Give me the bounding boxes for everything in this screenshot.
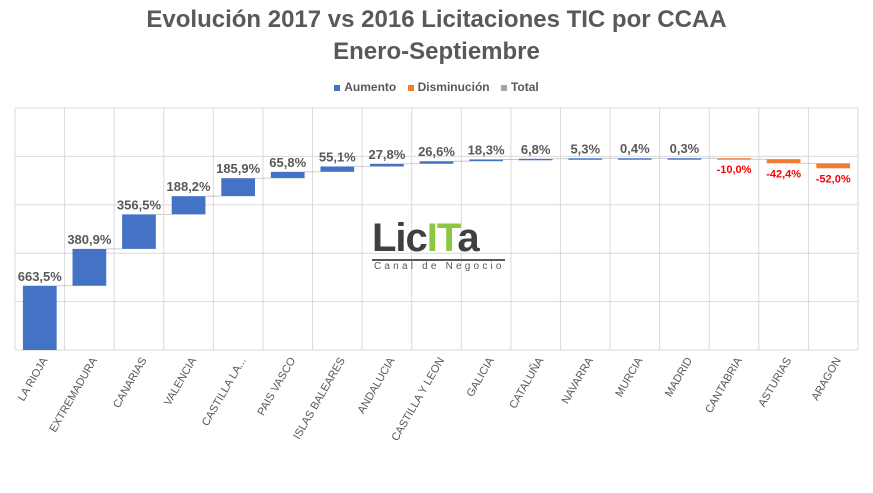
bar-andalucia [370,163,404,167]
x-tick-label: ARAGON [810,355,844,402]
x-tick-label: MADRID [663,355,695,399]
bar-aragon [816,163,851,169]
bar-catalu-a [518,158,553,161]
legend-swatch [407,84,414,91]
data-label: 0,3% [670,141,700,156]
x-tick-label: ASTURIAS [756,356,794,410]
legend: Aumento Disminución Total [0,80,873,94]
bar-asturias [766,159,801,164]
bar-castilla-la- [221,178,256,197]
legend-item-total: Total [500,80,539,94]
data-label: -42,4% [766,168,801,180]
legend-label: Aumento [344,80,397,94]
legend-label: Disminución [417,80,490,94]
x-tick-label: MURCIA [613,355,645,399]
bar-valencia [171,196,206,215]
x-tick-label: LA RIOJA [16,355,51,403]
x-tick-label: CATALUÑA [506,354,546,410]
data-label: 18,3% [468,142,505,157]
x-tick-label: ANDALUCIA [356,355,398,416]
bar-la-rioja [22,285,57,350]
x-tick-label: EXTREMADURA [47,355,100,435]
chart-title: Evolución 2017 vs 2016 Licitaciones TIC … [146,6,727,33]
bar-cantabria [717,158,751,160]
data-label: 185,9% [216,161,261,176]
x-tick-label: NAVARRA [560,355,596,406]
x-tick-label: CANTABRIA [703,355,745,415]
data-label: 65,8% [269,155,306,170]
x-tick-label: ISLAS BALEARES [291,356,348,442]
bar-canarias [122,214,156,249]
data-label: 27,8% [368,147,405,162]
x-tick-label: PAIS VASCO [255,355,298,418]
data-label: 380,9% [67,232,112,247]
legend-item-aumento: Aumento [334,80,396,94]
data-label: 6,8% [521,142,551,157]
legend-item-disminucion: Disminución [407,80,490,94]
bar-islas-baleares [320,166,355,172]
bar-castilla-y-leon [419,161,454,164]
legend-swatch [500,84,507,91]
chart-subtitle: Enero-Septiembre [333,38,540,65]
x-tick-label: CASTILLA LA... [200,356,249,429]
x-tick-label: GALICIA [465,355,497,399]
bar-navarra [568,158,603,160]
bar-murcia [617,158,652,160]
data-label: -52,0% [816,173,851,185]
data-label: 0,4% [620,141,650,156]
bar-extremadura [72,248,107,286]
data-label: 188,2% [167,179,212,194]
legend-label: Total [510,80,539,94]
data-label: 356,5% [117,197,162,212]
legend-swatch [334,84,341,91]
x-tick-label: CANARIAS [111,356,150,411]
data-label: 663,5% [18,269,63,284]
bar-galicia [469,159,503,162]
bar-pais-vasco [270,171,305,179]
x-tick-label: CASTILLA Y LEON [390,355,448,443]
x-tick-label: VALENCIA [162,355,200,408]
bar-madrid [667,158,702,160]
licita-logo: LicITa Canal de Negocio [372,216,505,272]
data-label: 26,6% [418,144,455,159]
data-label: -10,0% [717,164,752,176]
data-label: 55,1% [319,149,356,164]
data-label: 5,3% [570,141,600,156]
